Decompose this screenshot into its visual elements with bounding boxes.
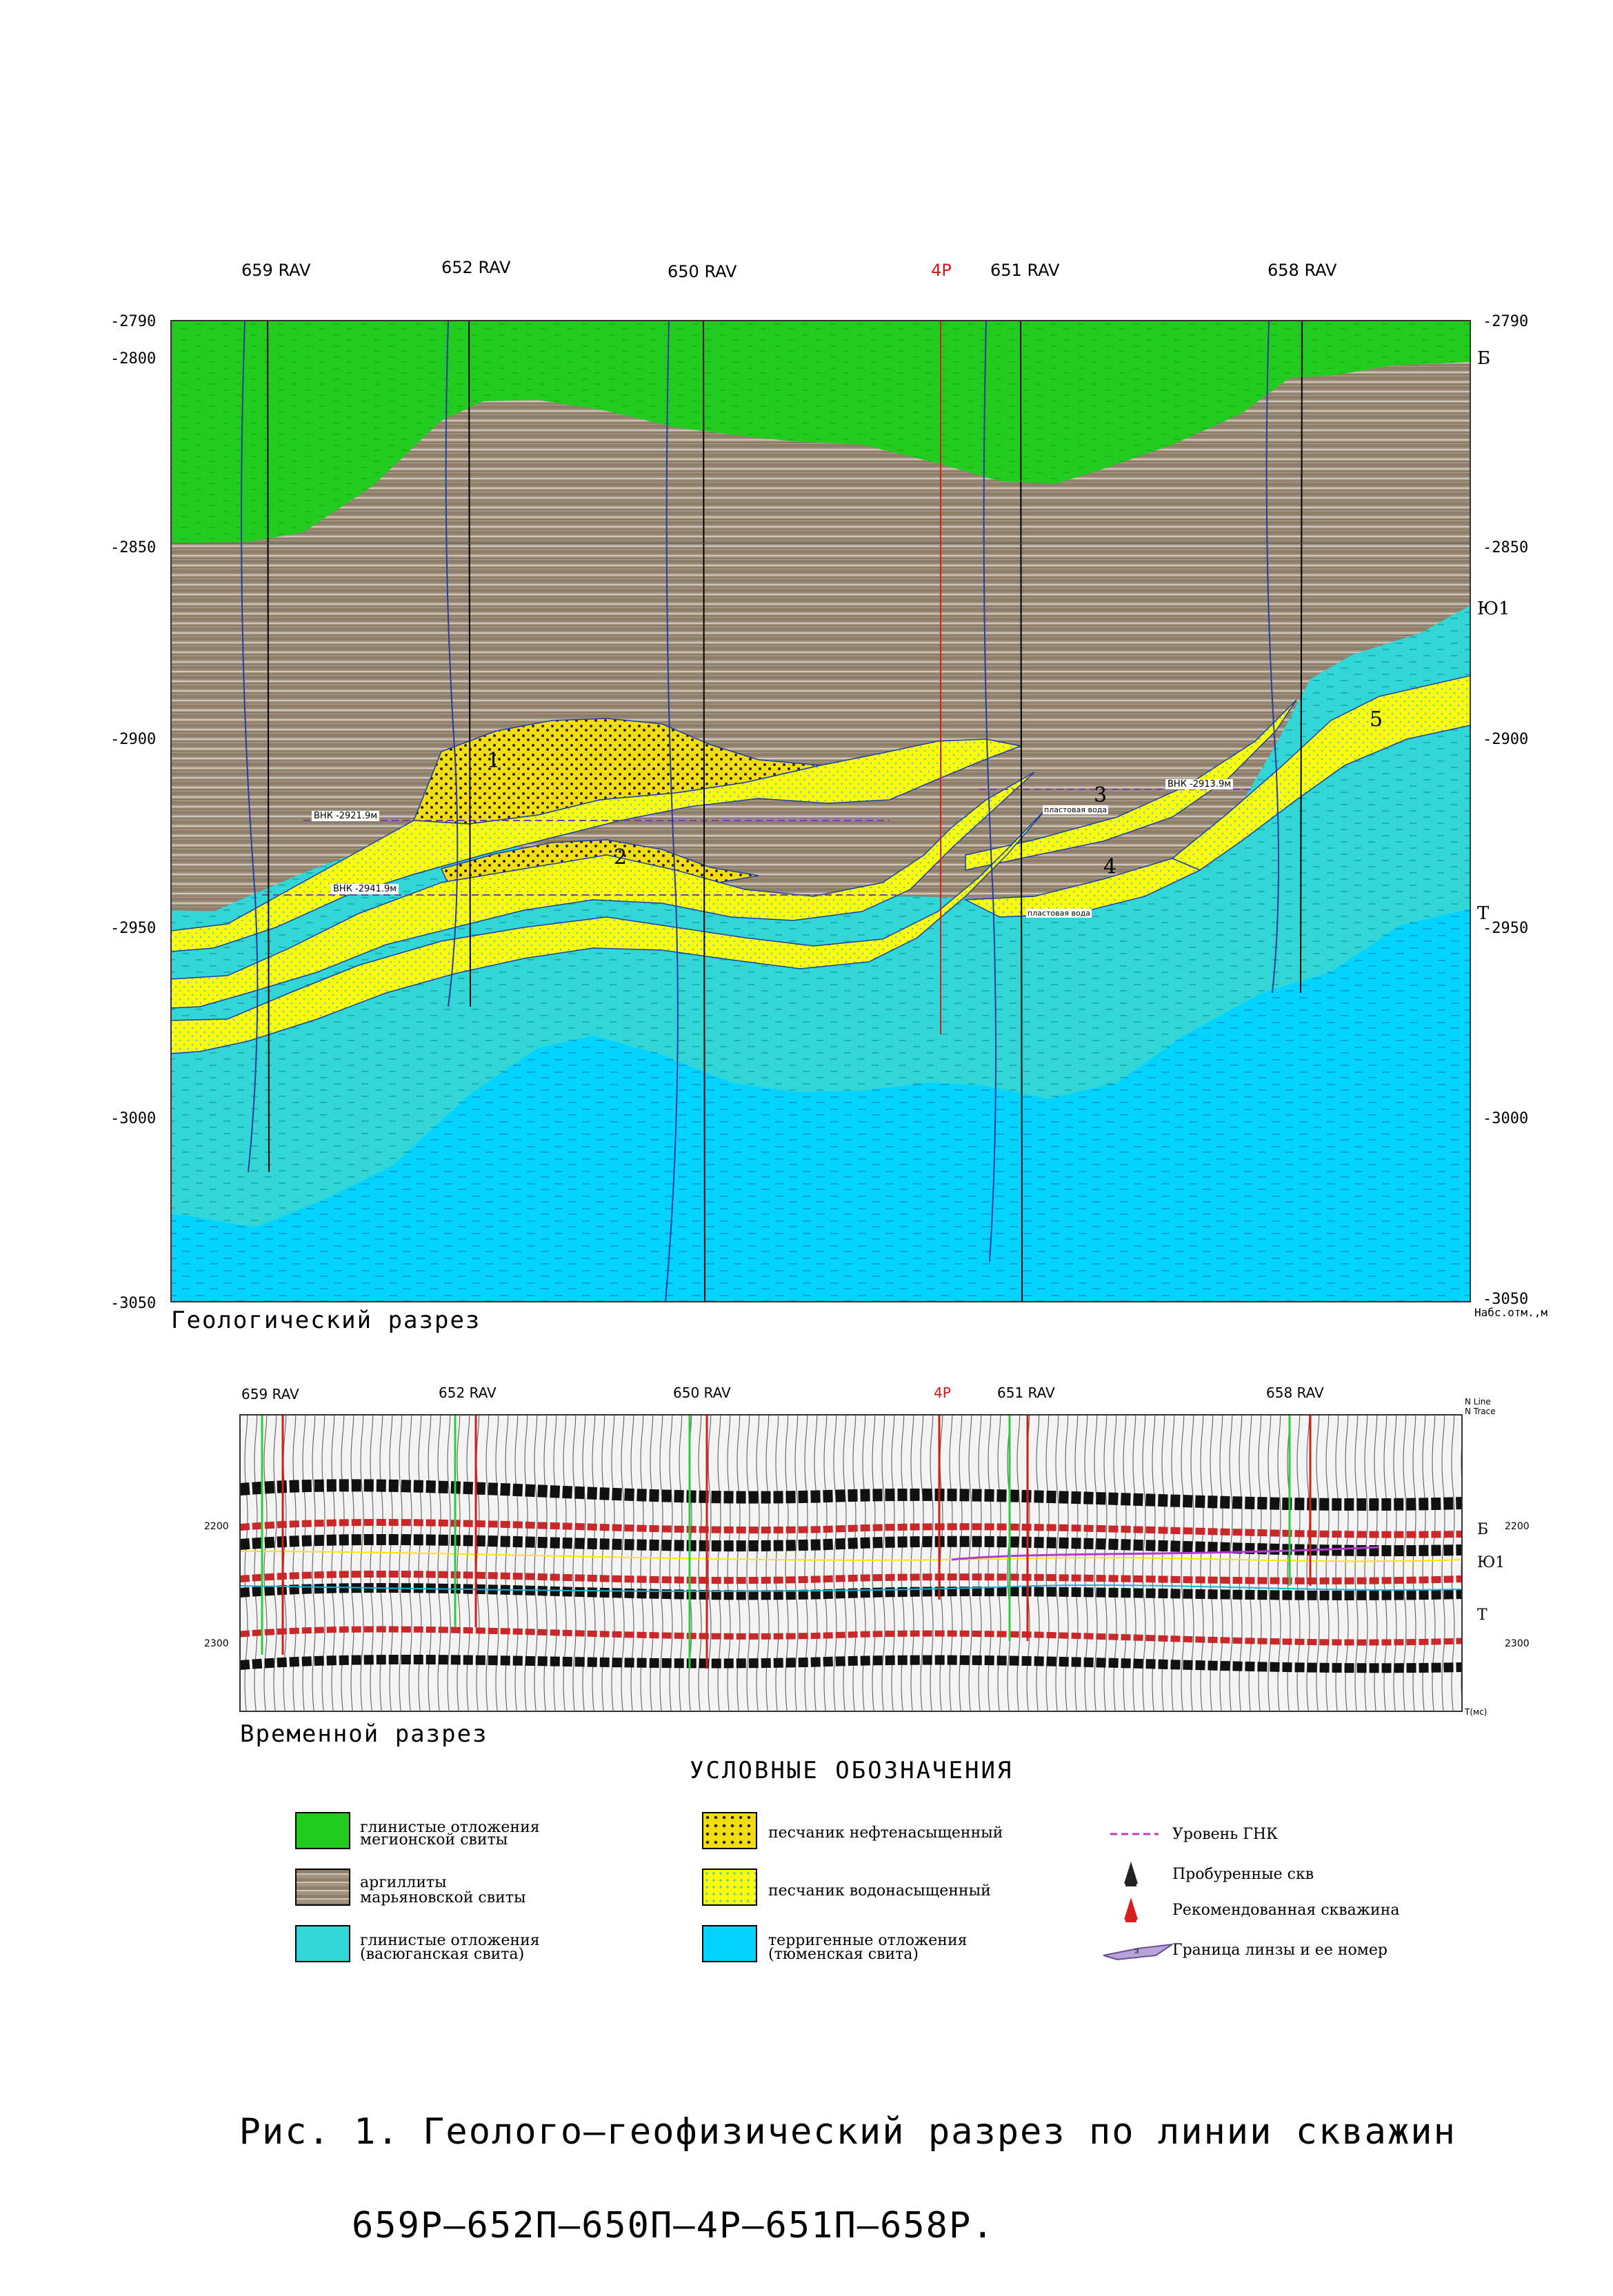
- time-tick-right: 2200: [1505, 1521, 1530, 1532]
- depth-tick-left: -2800: [110, 350, 157, 367]
- legend-text: Рекомендованная скважина: [1172, 1902, 1400, 1919]
- lens-boundary-sample-number: з: [1134, 1946, 1139, 1955]
- horizon-label-yu1: Ю1: [1477, 598, 1510, 619]
- lens-2-water: [171, 772, 1035, 1009]
- recommended-well-icon: [1124, 1897, 1138, 1922]
- legend-swatch-maryanov: [295, 1869, 350, 1906]
- seis-corner-label-line: N Line: [1465, 1397, 1491, 1407]
- water-annotation: пластовая вода: [1026, 909, 1092, 918]
- depth-tick-left: -2850: [110, 539, 157, 556]
- seis-well-label-4p: 4Р: [934, 1384, 951, 1401]
- legend-text: аргиллиты: [360, 1874, 447, 1891]
- seis-well-label-659: 659 RAV: [241, 1386, 299, 1402]
- caption-line-2: 659Р–652П–650П–4Р–651П–658Р.: [352, 2205, 995, 2246]
- seis-horizon-label-yu1: Ю1: [1477, 1554, 1505, 1571]
- legend-swatch-oil-sand: [702, 1812, 757, 1849]
- water-annotation: пластовая вода: [1043, 805, 1109, 814]
- geo-well-label-651: 651 RAV: [990, 261, 1060, 280]
- depth-tick-right: -2950: [1483, 920, 1529, 937]
- geological-section: [170, 320, 1471, 1302]
- time-tick-left: 2200: [204, 1521, 229, 1532]
- depth-tick-left: -2900: [110, 731, 157, 748]
- geo-well-label-652: 652 RAV: [441, 258, 511, 277]
- legend-icons: [1103, 1833, 1173, 1961]
- legend-text: песчаник нефтенасыщенный: [768, 1824, 1003, 1842]
- depth-tick-left: -3000: [110, 1110, 157, 1127]
- time-tick-right: 2300: [1505, 1638, 1530, 1649]
- seis-well-label-652: 652 RAV: [439, 1384, 497, 1401]
- axis-unit: Набс.отм.,м: [1474, 1306, 1547, 1319]
- legend-text: Уровень ГНК: [1172, 1826, 1279, 1843]
- lens-number-1: 1: [487, 749, 501, 773]
- legend-text: терригенные отложения: [768, 1932, 968, 1949]
- depth-tick-left: -3050: [110, 1295, 157, 1312]
- lens-3-water: [965, 699, 1297, 871]
- geo-frame: [170, 320, 1471, 1302]
- lens-4-water: [963, 858, 1201, 918]
- drilled-well-icon: [1124, 1862, 1138, 1886]
- lens-1-water: [171, 738, 1023, 952]
- legend-text: глинистые отложения: [360, 1932, 540, 1949]
- geo-well-label-650: 650 RAV: [668, 262, 737, 281]
- lens-5-water: [1171, 675, 1470, 871]
- geo-well-label-658: 658 RAV: [1268, 261, 1337, 280]
- legend-text: песчаник водонасыщенный: [768, 1882, 991, 1900]
- depth-tick-right: -2900: [1483, 731, 1529, 748]
- legend-text: мегионской свиты: [360, 1831, 508, 1849]
- legend-text: (васюганская свита): [360, 1946, 525, 1963]
- seismic-well-markers: [261, 1415, 1291, 1669]
- depth-tick-left: -2790: [110, 313, 157, 330]
- legend-title: УСЛОВНЫЕ ОБОЗНАЧЕНИЯ: [690, 1757, 1014, 1784]
- figure-caption: Рис. 1. Геолого–геофизический разрез по …: [193, 2062, 1456, 2296]
- seis-horizon-label-t: Т: [1477, 1607, 1487, 1624]
- vnk-annotation: ВНК -2913.9м: [1165, 779, 1234, 789]
- legend-text: Граница линзы и ее номер: [1172, 1942, 1387, 1959]
- horizon-label-b: Б: [1477, 348, 1491, 369]
- depth-tick-left: -2950: [110, 920, 157, 937]
- depth-tick-right: -3000: [1483, 1110, 1529, 1127]
- lens-number-3: 3: [1094, 783, 1108, 807]
- legend-swatch-megion: [295, 1812, 350, 1849]
- lens-number-4: 4: [1103, 855, 1117, 879]
- seis-corner-label-time: T(мс): [1465, 1707, 1487, 1717]
- geo-well-label-659: 659 RAV: [241, 261, 311, 280]
- legend-text: глинистые отложения: [360, 1819, 540, 1836]
- legend-text: марьяновской свиты: [360, 1889, 526, 1906]
- tyumen-layer: [171, 909, 1470, 1302]
- seismic-reflectors: [240, 1479, 1462, 1673]
- caption-line-1: Рис. 1. Геолого–геофизический разрез по …: [239, 2111, 1456, 2153]
- seis-well-label-658: 658 RAV: [1266, 1384, 1324, 1401]
- megion-layer: [171, 321, 1470, 543]
- seis-well-label-651: 651 RAV: [997, 1384, 1055, 1401]
- geo-section-title: Геологический разрез: [171, 1307, 481, 1334]
- seismic-frame: [239, 1414, 1463, 1712]
- legend-swatch-water-sand: [702, 1869, 757, 1906]
- legend-text: Пробуренные скв: [1172, 1866, 1314, 1883]
- lens-boundary-icon: [1103, 1944, 1173, 1961]
- seis-corner-label-trace: N Trace: [1465, 1407, 1496, 1416]
- seis-horizon-label-b: Б: [1477, 1521, 1489, 1538]
- geo-well-label-4p: 4Р: [931, 261, 952, 280]
- lens-2b-water: [171, 806, 1049, 1054]
- depth-tick-right: -2790: [1483, 313, 1529, 330]
- legend-text: (тюменская свита): [768, 1946, 919, 1963]
- horizon-label-t: Т: [1477, 903, 1490, 924]
- well-lines: [241, 321, 1303, 1302]
- depth-tick-right: -2850: [1483, 539, 1529, 556]
- seismic-section: [239, 1414, 1463, 1712]
- legend-swatch-tyumen: [702, 1925, 757, 1962]
- lens-number-2: 2: [614, 845, 628, 869]
- time-tick-left: 2300: [204, 1638, 229, 1649]
- seis-well-label-650: 650 RAV: [673, 1384, 731, 1401]
- seismic-section-title: Временной разрез: [240, 1720, 488, 1748]
- legend-swatch-vasyugan: [295, 1925, 350, 1962]
- vnk-annotation: ВНК -2941.9м: [331, 884, 399, 894]
- depth-tick-right: -3050: [1483, 1291, 1529, 1308]
- vnk-annotation: ВНК -2921.9м: [312, 811, 380, 821]
- lens-number-5: 5: [1370, 707, 1383, 732]
